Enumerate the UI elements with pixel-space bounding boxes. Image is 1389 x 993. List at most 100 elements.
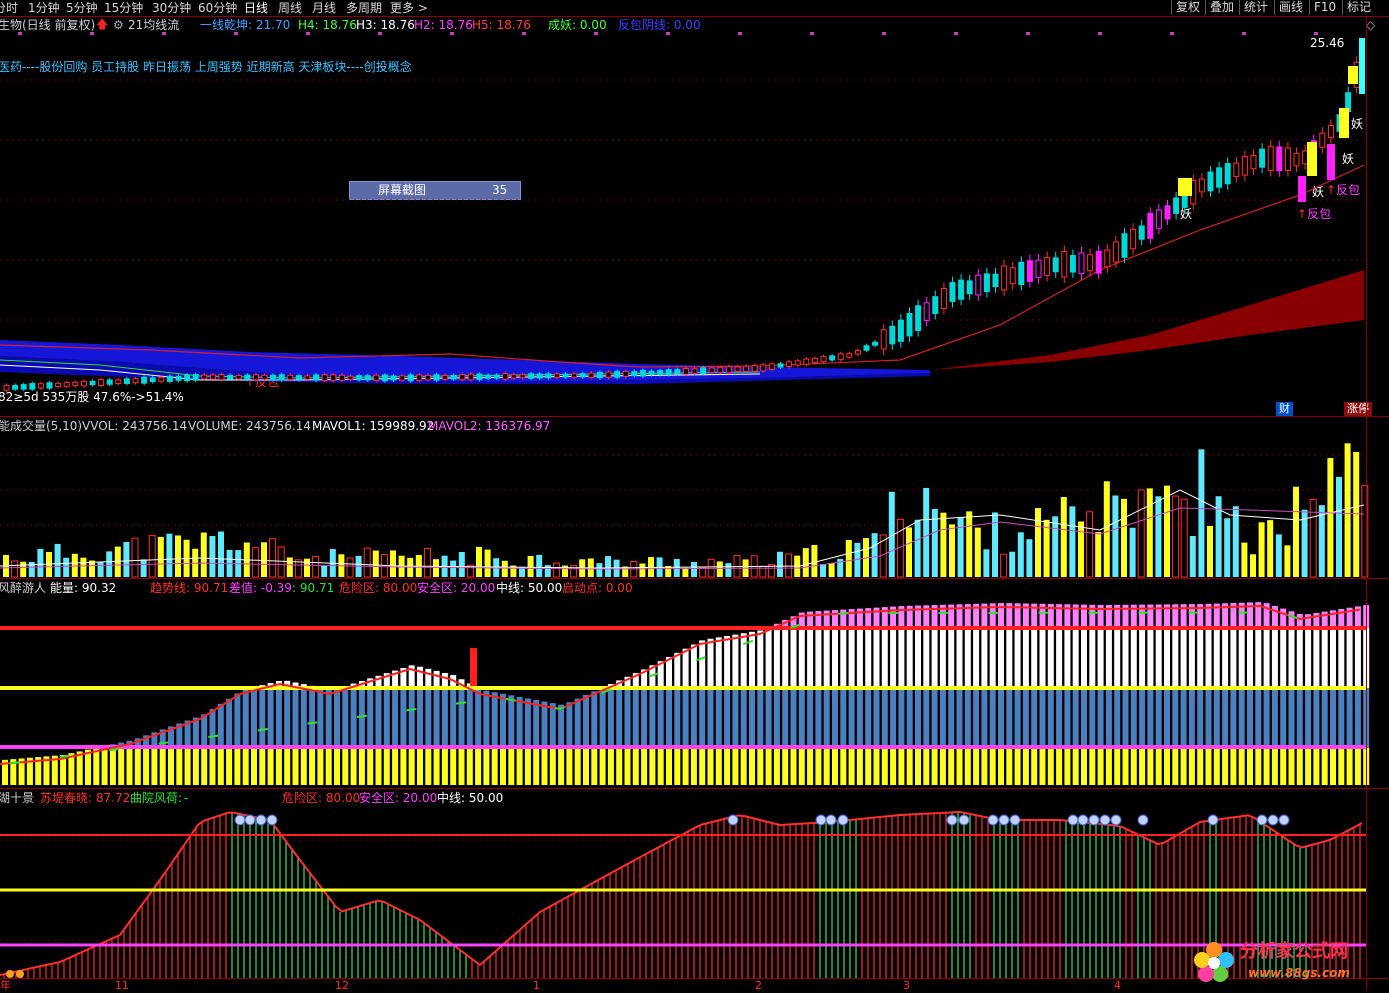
trend-bar [766,748,772,785]
volume-bar [278,547,284,577]
trend-bar [666,748,672,785]
trend-bar [259,688,265,748]
volume-bar [80,558,86,577]
trend-bar [1073,628,1079,688]
volume-bar [1190,536,1196,577]
candle-body [726,367,731,373]
volume-bar [725,563,731,577]
trend-bar [741,748,747,785]
candle-body [21,385,26,390]
candle-body [1079,253,1084,274]
candle-body [847,354,852,357]
volume-bar [1095,532,1101,577]
candle-body [606,372,611,377]
volume-bar [270,539,276,577]
trend-bar [957,748,963,785]
candle-body [1320,133,1325,147]
candle-body [1148,213,1153,238]
trend-bar [865,748,871,785]
trend-bar [1114,748,1120,785]
trend-bar [1156,688,1162,748]
signal-dot [450,32,454,35]
trend-bar [849,628,855,688]
trend-bar [990,628,996,688]
signal-dot [162,32,166,35]
volume-bar [37,549,43,577]
trend-bar [575,748,581,785]
volume-bar [347,558,353,577]
trend-bar [467,688,473,748]
trend-bar [948,688,954,748]
trend-bar [699,748,705,785]
candle-body [1027,261,1032,282]
volume-bar [872,533,878,577]
candle-body [486,375,491,378]
trend-bar [1305,628,1311,688]
trend-bar [1239,688,1245,748]
volume-bar [949,524,955,577]
trend-bar [766,688,772,748]
candle-body [1002,266,1007,290]
trend-bar [1089,748,1095,785]
volume-bar [1319,505,1325,577]
trend-bar [674,688,680,748]
trend-bar [898,748,904,785]
volume-bar [1233,506,1239,577]
candle-body [572,374,577,377]
trend-bar [508,695,514,748]
trend-bar [1123,628,1129,688]
trend-bar [708,748,714,785]
candle-body [1174,198,1179,213]
volume-bar [132,538,138,577]
candle-body [1251,155,1256,168]
trend-bar [757,688,763,748]
candle-body [701,368,706,374]
trend-bar [459,748,465,785]
trend-bar [1064,688,1070,748]
trend-bar [1023,748,1029,785]
trend-bar [1297,614,1303,628]
candle-body [314,375,319,380]
volume-bar [373,551,379,577]
candle-body [357,376,362,380]
trend-bar [907,688,913,748]
trend-bar [1289,748,1295,785]
trend-bar [1106,688,1112,748]
trend-bar [417,667,423,688]
candle-body [64,383,69,387]
trend-bar [1181,688,1187,748]
trend-bar [334,748,340,785]
volume-bar [536,555,542,577]
trend-bar [807,688,813,748]
candle-body [597,372,602,377]
signal-dot [1026,32,1030,35]
trend-bar [1297,628,1303,688]
trend-bar [874,628,880,688]
candle-body [1053,258,1058,272]
candle-body [735,367,740,371]
trend-bar [508,748,514,785]
candle-body [1070,256,1075,272]
candle-body [812,358,817,362]
volume-bar [287,557,293,577]
trend-bar [732,635,738,688]
volume-bar [786,554,792,577]
trend-bar [1247,628,1253,688]
trend-bar [1073,688,1079,748]
trend-bar [840,688,846,748]
face-icon [947,815,957,825]
trend-bar [334,689,340,748]
trend-bar [326,689,332,748]
trend-bar [525,698,531,748]
trend-bar [1015,628,1021,688]
trend-bar [417,688,423,748]
trend-bar [874,748,880,785]
divider [0,16,1389,17]
face-icon [16,970,24,978]
volume-bar [1026,539,1032,577]
trend-bar [351,748,357,785]
trend-bar [591,691,597,748]
trend-bar [882,748,888,785]
candle-body [692,369,697,373]
